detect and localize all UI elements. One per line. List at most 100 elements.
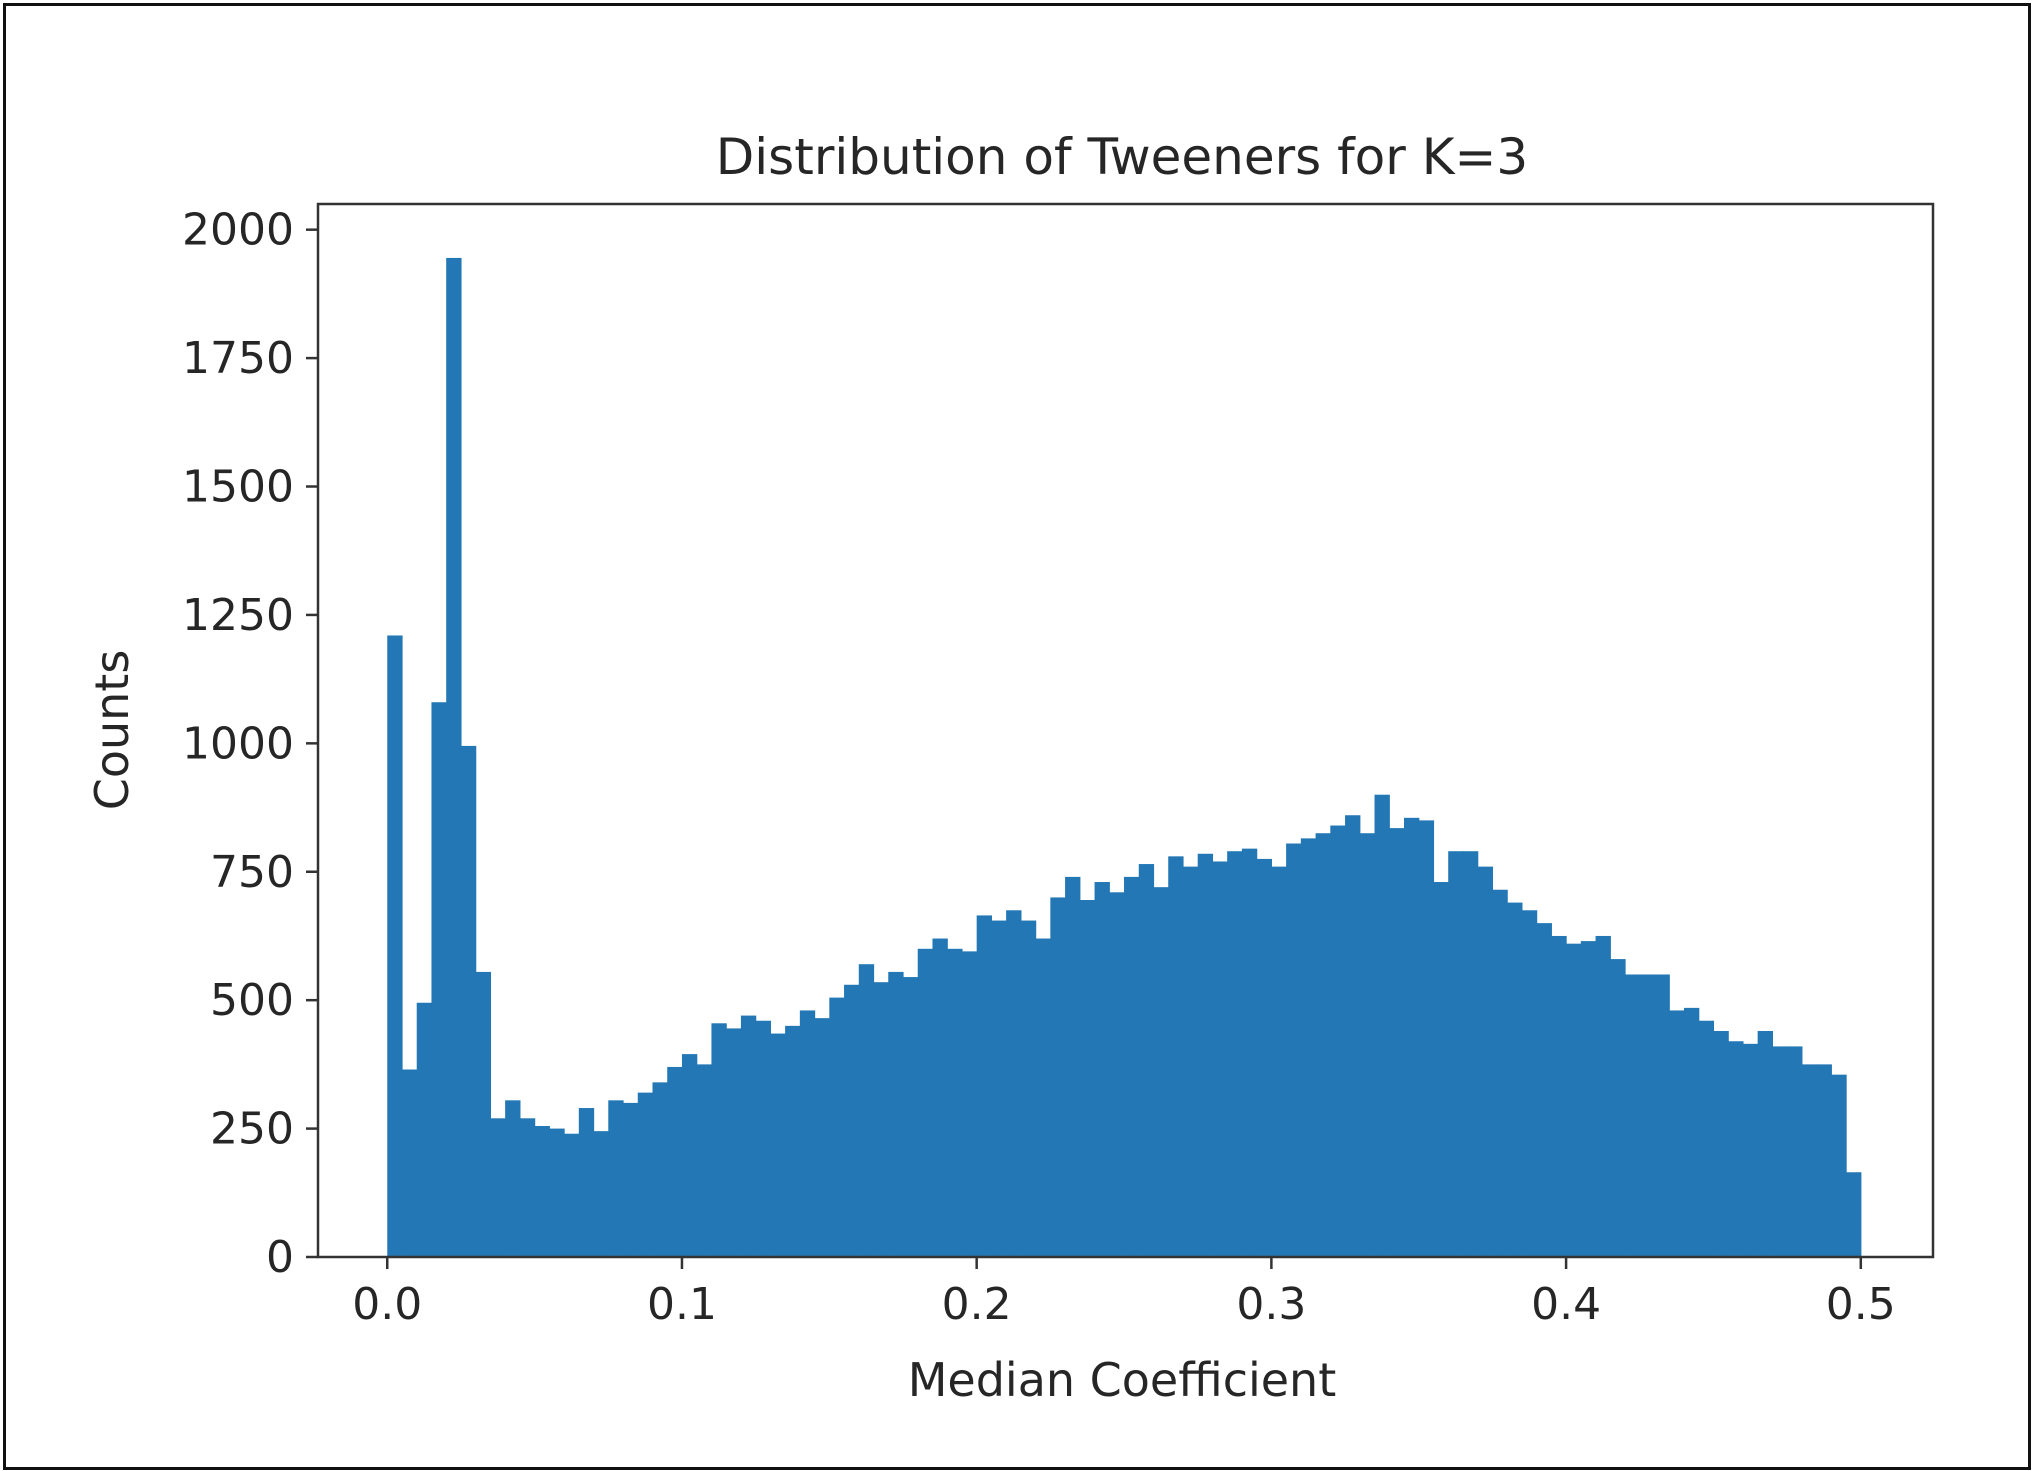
histogram-bar	[1595, 935, 1611, 1257]
histogram-bar	[1816, 1064, 1832, 1257]
plot-area-frame	[316, 202, 1935, 1259]
histogram-bar	[593, 1131, 609, 1257]
histogram-bar	[1359, 833, 1376, 1257]
histogram-bar	[1713, 1030, 1729, 1257]
histogram-bar	[711, 1023, 727, 1257]
histogram-bar	[814, 1018, 830, 1257]
histogram-bar	[799, 1010, 816, 1257]
histogram-bar	[976, 915, 993, 1257]
histogram-bar	[578, 1108, 595, 1257]
y-axis-label: Counts	[85, 650, 139, 811]
histogram-bar	[1300, 838, 1317, 1257]
histogram-bar	[475, 971, 492, 1257]
histogram-bar	[1448, 851, 1464, 1257]
histogram-bar	[505, 1100, 521, 1257]
histogram-bar	[1094, 882, 1110, 1257]
histogram-bar	[416, 1002, 433, 1257]
histogram-bar	[1566, 943, 1582, 1257]
histogram-bar	[401, 1069, 418, 1257]
histogram-bar	[446, 257, 462, 1257]
histogram-bar	[829, 997, 845, 1257]
histogram-bar	[431, 702, 447, 1257]
histogram-bar	[1742, 1043, 1759, 1257]
x-axis-label: Median Coefficient	[908, 1353, 1337, 1407]
y-tick-label: 1750	[182, 333, 294, 384]
histogram-bar	[1374, 794, 1390, 1257]
histogram-bar	[873, 982, 889, 1257]
y-tick-label: 250	[210, 1104, 294, 1155]
histogram-bar	[726, 1028, 742, 1257]
histogram-bar	[1846, 1172, 1862, 1257]
histogram-bar	[549, 1128, 565, 1257]
histogram-bar	[1389, 828, 1405, 1257]
histogram-bar	[667, 1066, 683, 1257]
histogram-bar	[1153, 887, 1169, 1257]
histogram-bar	[519, 1118, 536, 1257]
x-tick-label: 0.1	[647, 1279, 717, 1330]
histogram-bar	[1035, 938, 1051, 1257]
histogram-bar	[1345, 815, 1361, 1257]
y-tick-label: 0	[266, 1232, 294, 1283]
histogram-bar	[1639, 974, 1656, 1257]
histogram-bar	[1418, 820, 1435, 1257]
histogram-bar	[623, 1102, 639, 1257]
histogram-bar	[1212, 861, 1228, 1257]
x-tick-label: 0.2	[942, 1279, 1012, 1330]
y-tick-label: 1000	[182, 718, 294, 769]
histogram-bar	[1787, 1046, 1803, 1257]
histogram-bar	[740, 1015, 757, 1257]
histogram-bar	[1507, 902, 1523, 1257]
histogram-bar	[1227, 851, 1243, 1257]
histogram-bar	[1683, 1007, 1700, 1257]
histogram-bar	[932, 938, 948, 1257]
histogram-bar	[1124, 876, 1140, 1257]
histogram-bar	[1462, 851, 1479, 1257]
histogram-bar	[1477, 866, 1494, 1257]
y-tick-label: 1250	[182, 590, 294, 641]
x-tick-label: 0.0	[352, 1279, 422, 1330]
histogram-bar	[1315, 833, 1331, 1257]
histogram-bar	[1536, 923, 1552, 1257]
histogram-bar	[1050, 897, 1066, 1257]
histogram-bar	[1492, 889, 1508, 1257]
x-tick-label: 0.4	[1531, 1279, 1601, 1330]
histogram-bar	[1728, 1041, 1744, 1257]
histogram-bar	[1654, 974, 1670, 1257]
histogram-bar	[1241, 848, 1258, 1257]
histogram-bar	[1625, 974, 1641, 1257]
histogram-bar	[1109, 892, 1125, 1257]
histogram-bar	[961, 951, 978, 1257]
histogram-bar	[1757, 1030, 1773, 1257]
histogram-bar	[1065, 876, 1081, 1257]
histogram-bar	[1772, 1046, 1788, 1257]
histogram-bar	[564, 1133, 580, 1257]
y-tick-label: 2000	[182, 205, 294, 256]
histogram-bar	[844, 984, 860, 1257]
histogram-chart: Distribution of Tweeners for K=3 0 250 500…	[85, 128, 1935, 1407]
histogram-bar	[917, 948, 934, 1257]
histogram-bar	[785, 1025, 801, 1257]
histogram-bar	[1168, 856, 1184, 1257]
histogram-bar	[1271, 866, 1287, 1257]
histogram-bar	[947, 948, 963, 1257]
histogram-bar	[1433, 882, 1449, 1257]
histogram-bar	[1330, 825, 1346, 1257]
histogram-bar	[681, 1054, 698, 1257]
histogram-bar	[1669, 1010, 1685, 1257]
x-tick-label: 0.3	[1236, 1279, 1306, 1330]
histogram-bar	[608, 1100, 624, 1257]
x-axis: 0.0 0.1 0.2 0.3 0.4 0.5	[352, 1257, 1896, 1330]
histogram-bar	[991, 920, 1007, 1257]
histogram-bar	[1404, 817, 1420, 1257]
histogram-bar	[858, 964, 875, 1257]
y-tick-label: 1500	[182, 462, 294, 513]
histogram-bar	[460, 745, 477, 1257]
histogram-bar	[888, 971, 904, 1257]
histogram-bar	[1610, 959, 1626, 1257]
histogram-bar	[1521, 910, 1538, 1257]
histogram-bar	[387, 635, 403, 1257]
histogram-bar	[637, 1092, 654, 1257]
y-tick-label: 750	[210, 847, 294, 898]
histogram-bar	[696, 1064, 713, 1257]
histogram-bar	[1138, 864, 1155, 1257]
